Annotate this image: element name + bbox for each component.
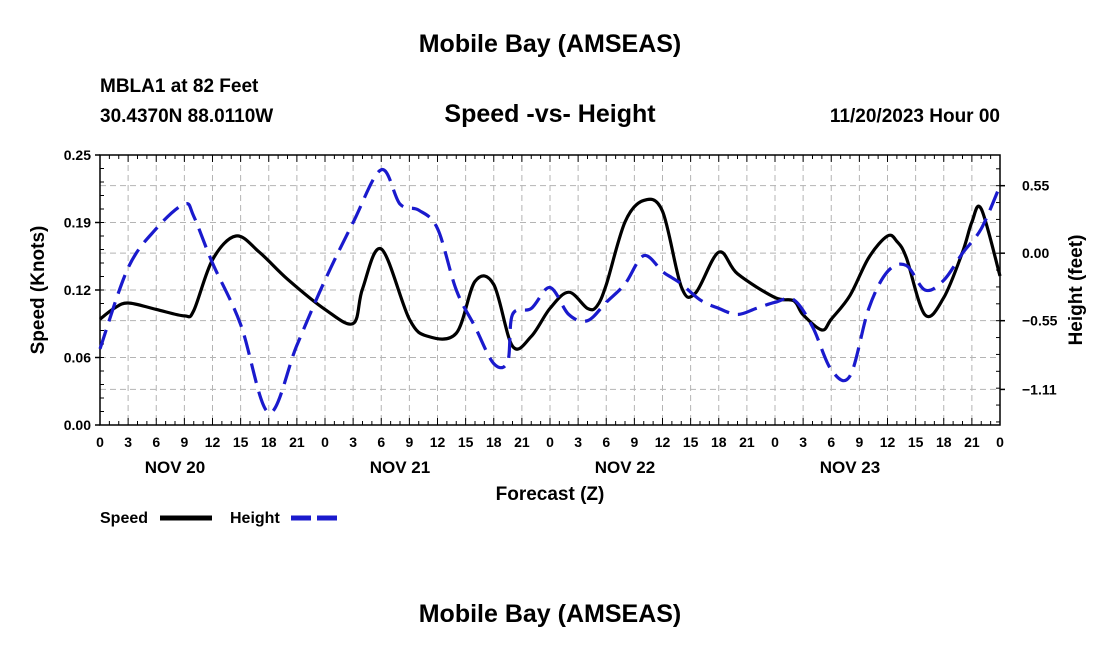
y2-tick-label: −1.11 (1022, 381, 1057, 397)
x-tick-label: 3 (349, 434, 357, 450)
x-tick-label: 0 (321, 434, 329, 450)
x-tick-label: 9 (180, 434, 188, 450)
x-tick-label: 3 (799, 434, 807, 450)
legend-speed-label: Speed (100, 510, 148, 527)
x-tick-label: 15 (233, 434, 249, 450)
x-tick-label: 12 (430, 434, 446, 450)
date-label: NOV 21 (370, 458, 430, 477)
x-tick-label: 21 (964, 434, 980, 450)
date-label: NOV 20 (145, 458, 205, 477)
x-tick-label: 18 (711, 434, 727, 450)
speed-series-line (98, 197, 1002, 351)
x-tick-label: 6 (602, 434, 610, 450)
x-tick-label: 6 (827, 434, 835, 450)
x-tick-label: 0 (96, 434, 104, 450)
y-tick-label: 0.19 (64, 215, 91, 231)
x-tick-label: 6 (152, 434, 160, 450)
x-tick-label: 21 (739, 434, 755, 450)
x-tick-label: 15 (458, 434, 474, 450)
x-tick-label: 15 (683, 434, 699, 450)
height-series-line (98, 168, 1002, 415)
x-tick-label: 12 (655, 434, 671, 450)
x-tick-label: 21 (514, 434, 530, 450)
x-tick-label: 9 (855, 434, 863, 450)
x-tick-label: 18 (486, 434, 502, 450)
x-tick-label: 9 (405, 434, 413, 450)
x-axis-title: Forecast (Z) (496, 484, 605, 505)
x-tick-label: 12 (880, 434, 896, 450)
y2-tick-label: −0.55 (1022, 313, 1058, 329)
legend-height-label: Height (230, 510, 280, 527)
x-tick-label: 0 (996, 434, 1004, 450)
y-axis-title: Speed (Knots) (28, 226, 49, 355)
x-tick-label: 12 (205, 434, 221, 450)
x-tick-label: 15 (908, 434, 924, 450)
x-tick-label: 0 (546, 434, 554, 450)
x-tick-label: 3 (574, 434, 582, 450)
y-tick-label: 0.25 (64, 147, 91, 163)
page-title-repeat: Mobile Bay (AMSEAS) (418, 600, 682, 628)
y-tick-label: 0.12 (64, 282, 91, 298)
page-title: Mobile Bay (AMSEAS) (418, 30, 682, 58)
speed-height-chart: 0.00 0.06 0.12 0.19 0.25 0.55 0.00 −0.55 −1.11 0 3… (28, 147, 1087, 527)
y-tick-label: 0.00 (64, 417, 91, 433)
x-tick-label: 18 (936, 434, 952, 450)
x-tick-label: 18 (261, 434, 277, 450)
x-tick-label: 0 (771, 434, 779, 450)
x-tick-label: 21 (289, 434, 305, 450)
station-coordinates: 30.4370N 88.0110W (100, 106, 274, 127)
station-label: MBLA1 at 82 Feet (100, 76, 259, 97)
x-tick-label: 3 (124, 434, 132, 450)
y2-tick-label: 0.55 (1022, 178, 1049, 194)
y-tick-label: 0.06 (64, 350, 91, 366)
y2-tick-label: 0.00 (1022, 245, 1049, 261)
date-label: NOV 23 (820, 458, 880, 477)
date-label: NOV 22 (595, 458, 655, 477)
chart-title: Speed -vs- Height (444, 100, 656, 128)
x-tick-label: 6 (377, 434, 385, 450)
forecast-run-time: 11/20/2023 Hour 00 (829, 106, 1000, 127)
y2-axis-title: Height (feet) (1066, 235, 1087, 346)
x-tick-label: 9 (630, 434, 638, 450)
